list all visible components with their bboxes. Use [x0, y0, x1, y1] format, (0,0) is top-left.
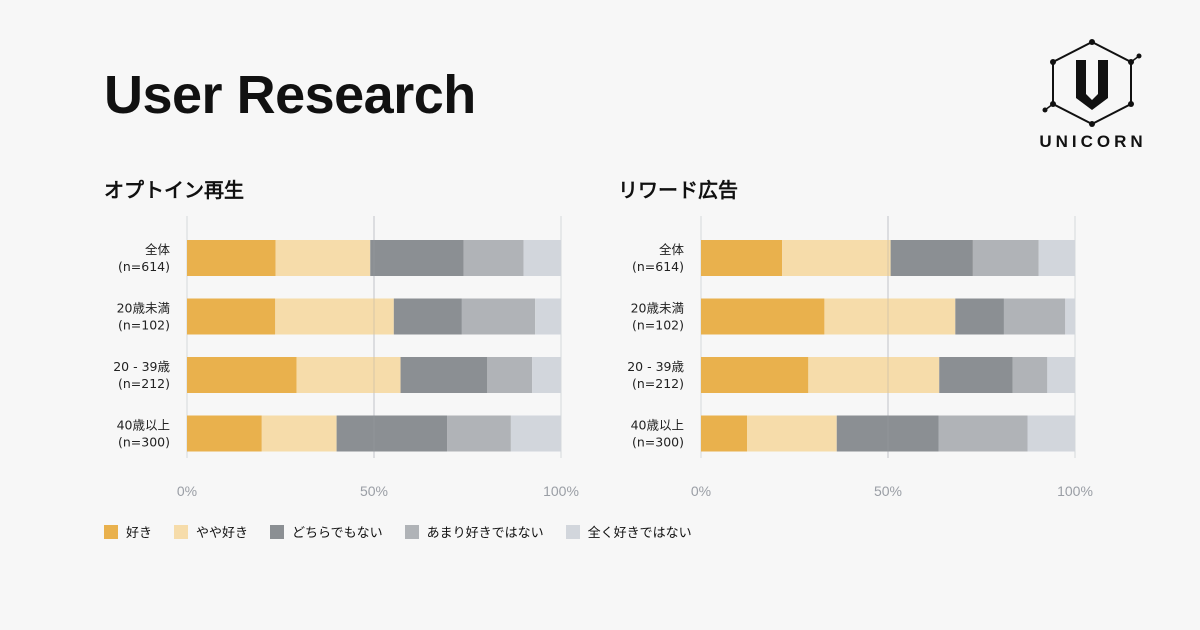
- bar-segment: [747, 415, 837, 452]
- bar-segment: [336, 415, 448, 452]
- category-label: (n=614): [118, 259, 170, 274]
- legend-item-dochira: どちらでもない: [270, 522, 383, 541]
- legend-swatch: [565, 524, 580, 539]
- legend-item-mattaku: 全く好きではない: [565, 522, 692, 541]
- category-label: (n=300): [118, 435, 170, 450]
- bar-segment: [393, 298, 462, 335]
- tick-label: 100%: [543, 483, 579, 499]
- chart-legend: 好き やや好き どちらでもない あまり好きではない 全く好きではない: [104, 522, 692, 541]
- bar-segment: [836, 415, 939, 452]
- bar-segment: [532, 357, 561, 393]
- bar-segment: [701, 240, 783, 276]
- bar-segment: [187, 240, 276, 276]
- category-label: (n=300): [632, 435, 684, 450]
- tick-label: 100%: [1057, 483, 1093, 499]
- bar-segment: [461, 298, 536, 335]
- legend-label: 好き: [126, 526, 153, 541]
- bar-segment: [955, 298, 1004, 335]
- category-label: (n=212): [632, 376, 684, 391]
- unicorn-hexagon-icon: [1042, 39, 1142, 127]
- bar-segment: [487, 357, 533, 393]
- bar-segment: [535, 298, 561, 335]
- bar-segment: [463, 240, 524, 276]
- category-label: 20 - 39歳: [627, 359, 684, 374]
- legend-item-suki: 好き: [104, 522, 152, 541]
- bar-segment: [275, 240, 371, 276]
- bar-segment: [972, 240, 1039, 276]
- legend-swatch: [174, 524, 189, 539]
- bar-segment: [187, 415, 262, 452]
- page-title: User Research: [104, 65, 476, 125]
- bar-segment: [890, 240, 973, 276]
- bar-segment: [1038, 240, 1075, 276]
- legend-swatch: [270, 524, 285, 539]
- category-label: 40歳以上: [117, 418, 170, 433]
- legend-item-amari: あまり好きではない: [404, 522, 544, 541]
- bar-segment: [296, 357, 401, 393]
- chart-opt-in-plot: 全体 (n=614) 20歳未満 (n=102) 20 - 39歳 (n=212) 40歳以…: [113, 216, 579, 499]
- category-label: 40歳以上: [631, 418, 684, 433]
- bar-segment: [1065, 298, 1075, 335]
- bar-segment: [1003, 298, 1066, 335]
- category-label: 20歳未満: [117, 301, 170, 316]
- logo-text: UNICORN: [1039, 132, 1147, 151]
- legend-item-yaya-suki: やや好き: [174, 522, 248, 541]
- bar-segment: [187, 298, 276, 335]
- bar-segment: [782, 240, 891, 276]
- bar-segment: [447, 415, 511, 452]
- chart-reward-ad: リワード広告 全体 (n=614) 20歳未満 (n=102) 20 - 39歳 (n=2…: [614, 170, 1134, 510]
- chart-title: オプトイン再生: [104, 178, 244, 202]
- bar-segment: [938, 415, 1028, 452]
- bar-segment: [808, 357, 940, 393]
- legend-label: やや好き: [196, 526, 249, 541]
- category-label: (n=614): [632, 259, 684, 274]
- tick-label: 50%: [360, 483, 388, 499]
- bar-segment: [701, 415, 748, 452]
- chart-reward-ad-plot: 全体 (n=614) 20歳未満 (n=102) 20 - 39歳 (n=212) 40歳以…: [627, 216, 1093, 499]
- tick-label: 0%: [691, 483, 711, 499]
- tick-label: 0%: [177, 483, 197, 499]
- bar-segment: [701, 298, 825, 335]
- bar-segment: [1012, 357, 1048, 393]
- legend-swatch: [404, 524, 419, 539]
- bar-segment: [400, 357, 488, 393]
- bar-segment: [701, 357, 809, 393]
- category-label: 全体: [145, 242, 171, 257]
- bar-segment: [1047, 357, 1075, 393]
- chart-title: リワード広告: [618, 178, 738, 202]
- bar-segment: [510, 415, 561, 452]
- bar-segment: [1027, 415, 1075, 452]
- bar-segment: [824, 298, 956, 335]
- category-label: 20 - 39歳: [113, 359, 170, 374]
- category-label: (n=102): [632, 318, 684, 333]
- category-label: (n=102): [118, 318, 170, 333]
- legend-label: あまり好きではない: [426, 526, 544, 541]
- chart-opt-in: オプトイン再生 全体 (n=614) 20歳未満 (n=102) 20 - 39歳 (n=…: [100, 170, 620, 510]
- tick-label: 50%: [874, 483, 902, 499]
- bar-segment: [187, 357, 297, 393]
- legend-label: 全く好きではない: [587, 526, 692, 541]
- bar-segment: [261, 415, 337, 452]
- category-label: (n=212): [118, 376, 170, 391]
- bar-segment: [523, 240, 561, 276]
- category-label: 20歳未満: [631, 301, 684, 316]
- bar-segment: [939, 357, 1013, 393]
- category-label: 全体: [659, 242, 685, 257]
- legend-swatch: [104, 524, 118, 539]
- legend-label: どちらでもない: [292, 526, 383, 541]
- bar-segment: [275, 298, 394, 335]
- bar-segment: [370, 240, 464, 276]
